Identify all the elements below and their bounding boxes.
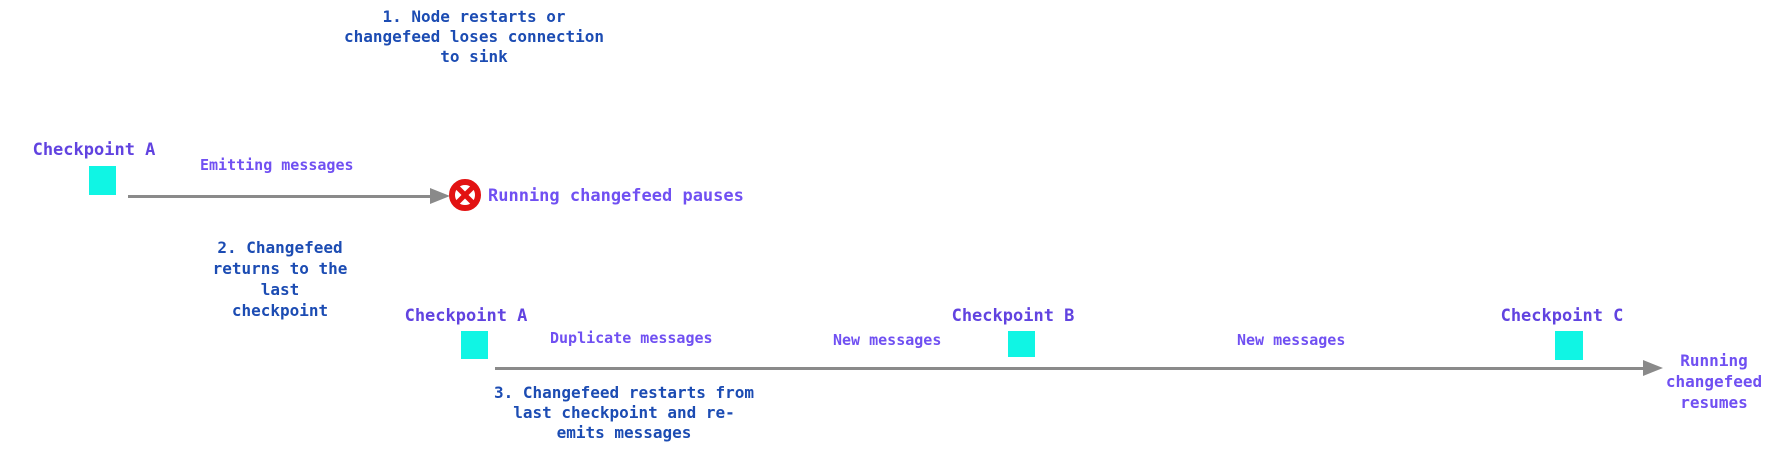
step1-line-2: changefeed loses connection	[343, 27, 605, 46]
top-timeline-line	[128, 195, 432, 198]
step3-line-2: last checkpoint and re-	[513, 403, 735, 422]
step2-line-2: returns to the	[212, 259, 348, 278]
checkpoint-c-square	[1555, 331, 1583, 360]
step2-line-1: 2. Changefeed	[217, 238, 343, 257]
resume-line-3: resumes	[1680, 393, 1748, 412]
checkpoint-b-label: Checkpoint B	[951, 306, 1075, 326]
resume-label: Running changefeed resumes	[1654, 350, 1774, 413]
pause-label: Running changefeed pauses	[488, 186, 744, 206]
emitting-messages-label: Emitting messages	[200, 156, 354, 174]
step1-line-1: 1. Node restarts or	[382, 7, 566, 26]
top-timeline-arrowhead	[430, 188, 450, 204]
top-checkpoint-a-square	[89, 166, 116, 195]
new-messages-2-label: New messages	[1237, 331, 1346, 349]
step2-note: 2. Changefeed returns to the last checkp…	[180, 237, 380, 321]
error-circled-x-icon	[449, 179, 481, 215]
step3-note: 3. Changefeed restarts from last checkpo…	[464, 383, 784, 443]
step1-line-3: to sink	[440, 47, 508, 66]
bottom-checkpoint-a-label: Checkpoint A	[404, 306, 528, 326]
bottom-checkpoint-a-square	[461, 331, 488, 359]
step2-line-4: checkpoint	[231, 301, 329, 320]
bottom-timeline-line	[495, 367, 1643, 370]
top-checkpoint-a-label: Checkpoint A	[32, 140, 156, 160]
step1-note: 1. Node restarts or changefeed loses con…	[324, 7, 624, 67]
bottom-timeline-arrowhead	[1643, 360, 1663, 376]
step3-line-3: emits messages	[556, 423, 692, 442]
resume-line-1: Running	[1680, 351, 1748, 370]
checkpoint-c-label: Checkpoint C	[1500, 306, 1624, 326]
new-messages-1-label: New messages	[833, 331, 942, 349]
step3-line-1: 3. Changefeed restarts from	[493, 383, 755, 402]
duplicate-messages-label: Duplicate messages	[550, 329, 713, 347]
resume-line-2: changefeed	[1665, 372, 1763, 391]
step2-line-3: last	[260, 280, 300, 299]
checkpoint-b-square	[1008, 331, 1035, 357]
